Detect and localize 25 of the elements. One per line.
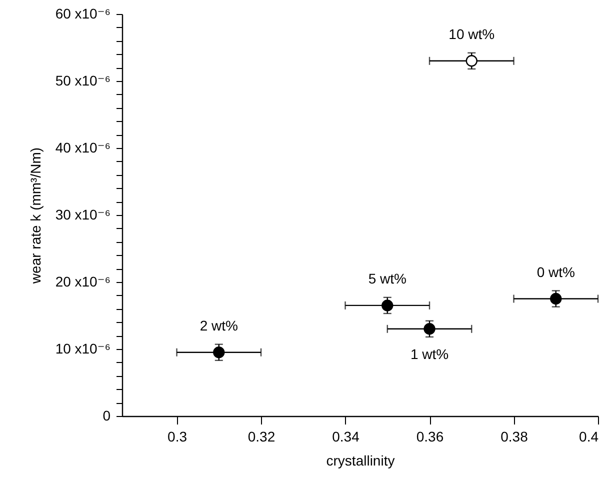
annotation: 1 wt% bbox=[410, 346, 449, 362]
point bbox=[382, 300, 394, 312]
y-tick-label: 30 x10⁻⁶ bbox=[55, 206, 110, 222]
y-tick-label: 60 x10⁻⁶ bbox=[55, 6, 110, 22]
y-tick-label: 0 bbox=[102, 408, 111, 424]
point bbox=[466, 55, 478, 67]
x-tick-label: 0.38 bbox=[500, 428, 528, 444]
y-tick-label: 20 x10⁻⁶ bbox=[55, 274, 110, 290]
point bbox=[424, 323, 436, 335]
point bbox=[550, 292, 562, 305]
annotation: 5 wt% bbox=[368, 270, 406, 286]
annotation: 0 wt% bbox=[536, 264, 575, 280]
y-tick-label: 10 x10⁻⁶ bbox=[55, 340, 110, 356]
annotation: 2 wt% bbox=[200, 317, 238, 334]
annotation: 10 wt% bbox=[448, 26, 495, 42]
y-tick-label: 50 x10⁻⁶ bbox=[55, 72, 110, 88]
x-tick-label: 0.36 bbox=[416, 428, 444, 444]
x-tick-label: 0.34 bbox=[332, 428, 360, 444]
x-tick-label: 0.4 bbox=[579, 428, 599, 444]
x-tick-label: 0.32 bbox=[248, 428, 276, 444]
point bbox=[213, 346, 225, 358]
x-tick-label: 0.3 bbox=[168, 428, 188, 444]
y-tick-label: 40 x10⁻⁶ bbox=[55, 140, 110, 156]
y-axis-title: wear rate k (mm³/Nm) bbox=[27, 147, 44, 285]
x-axis-title: crystallinity bbox=[326, 452, 395, 468]
